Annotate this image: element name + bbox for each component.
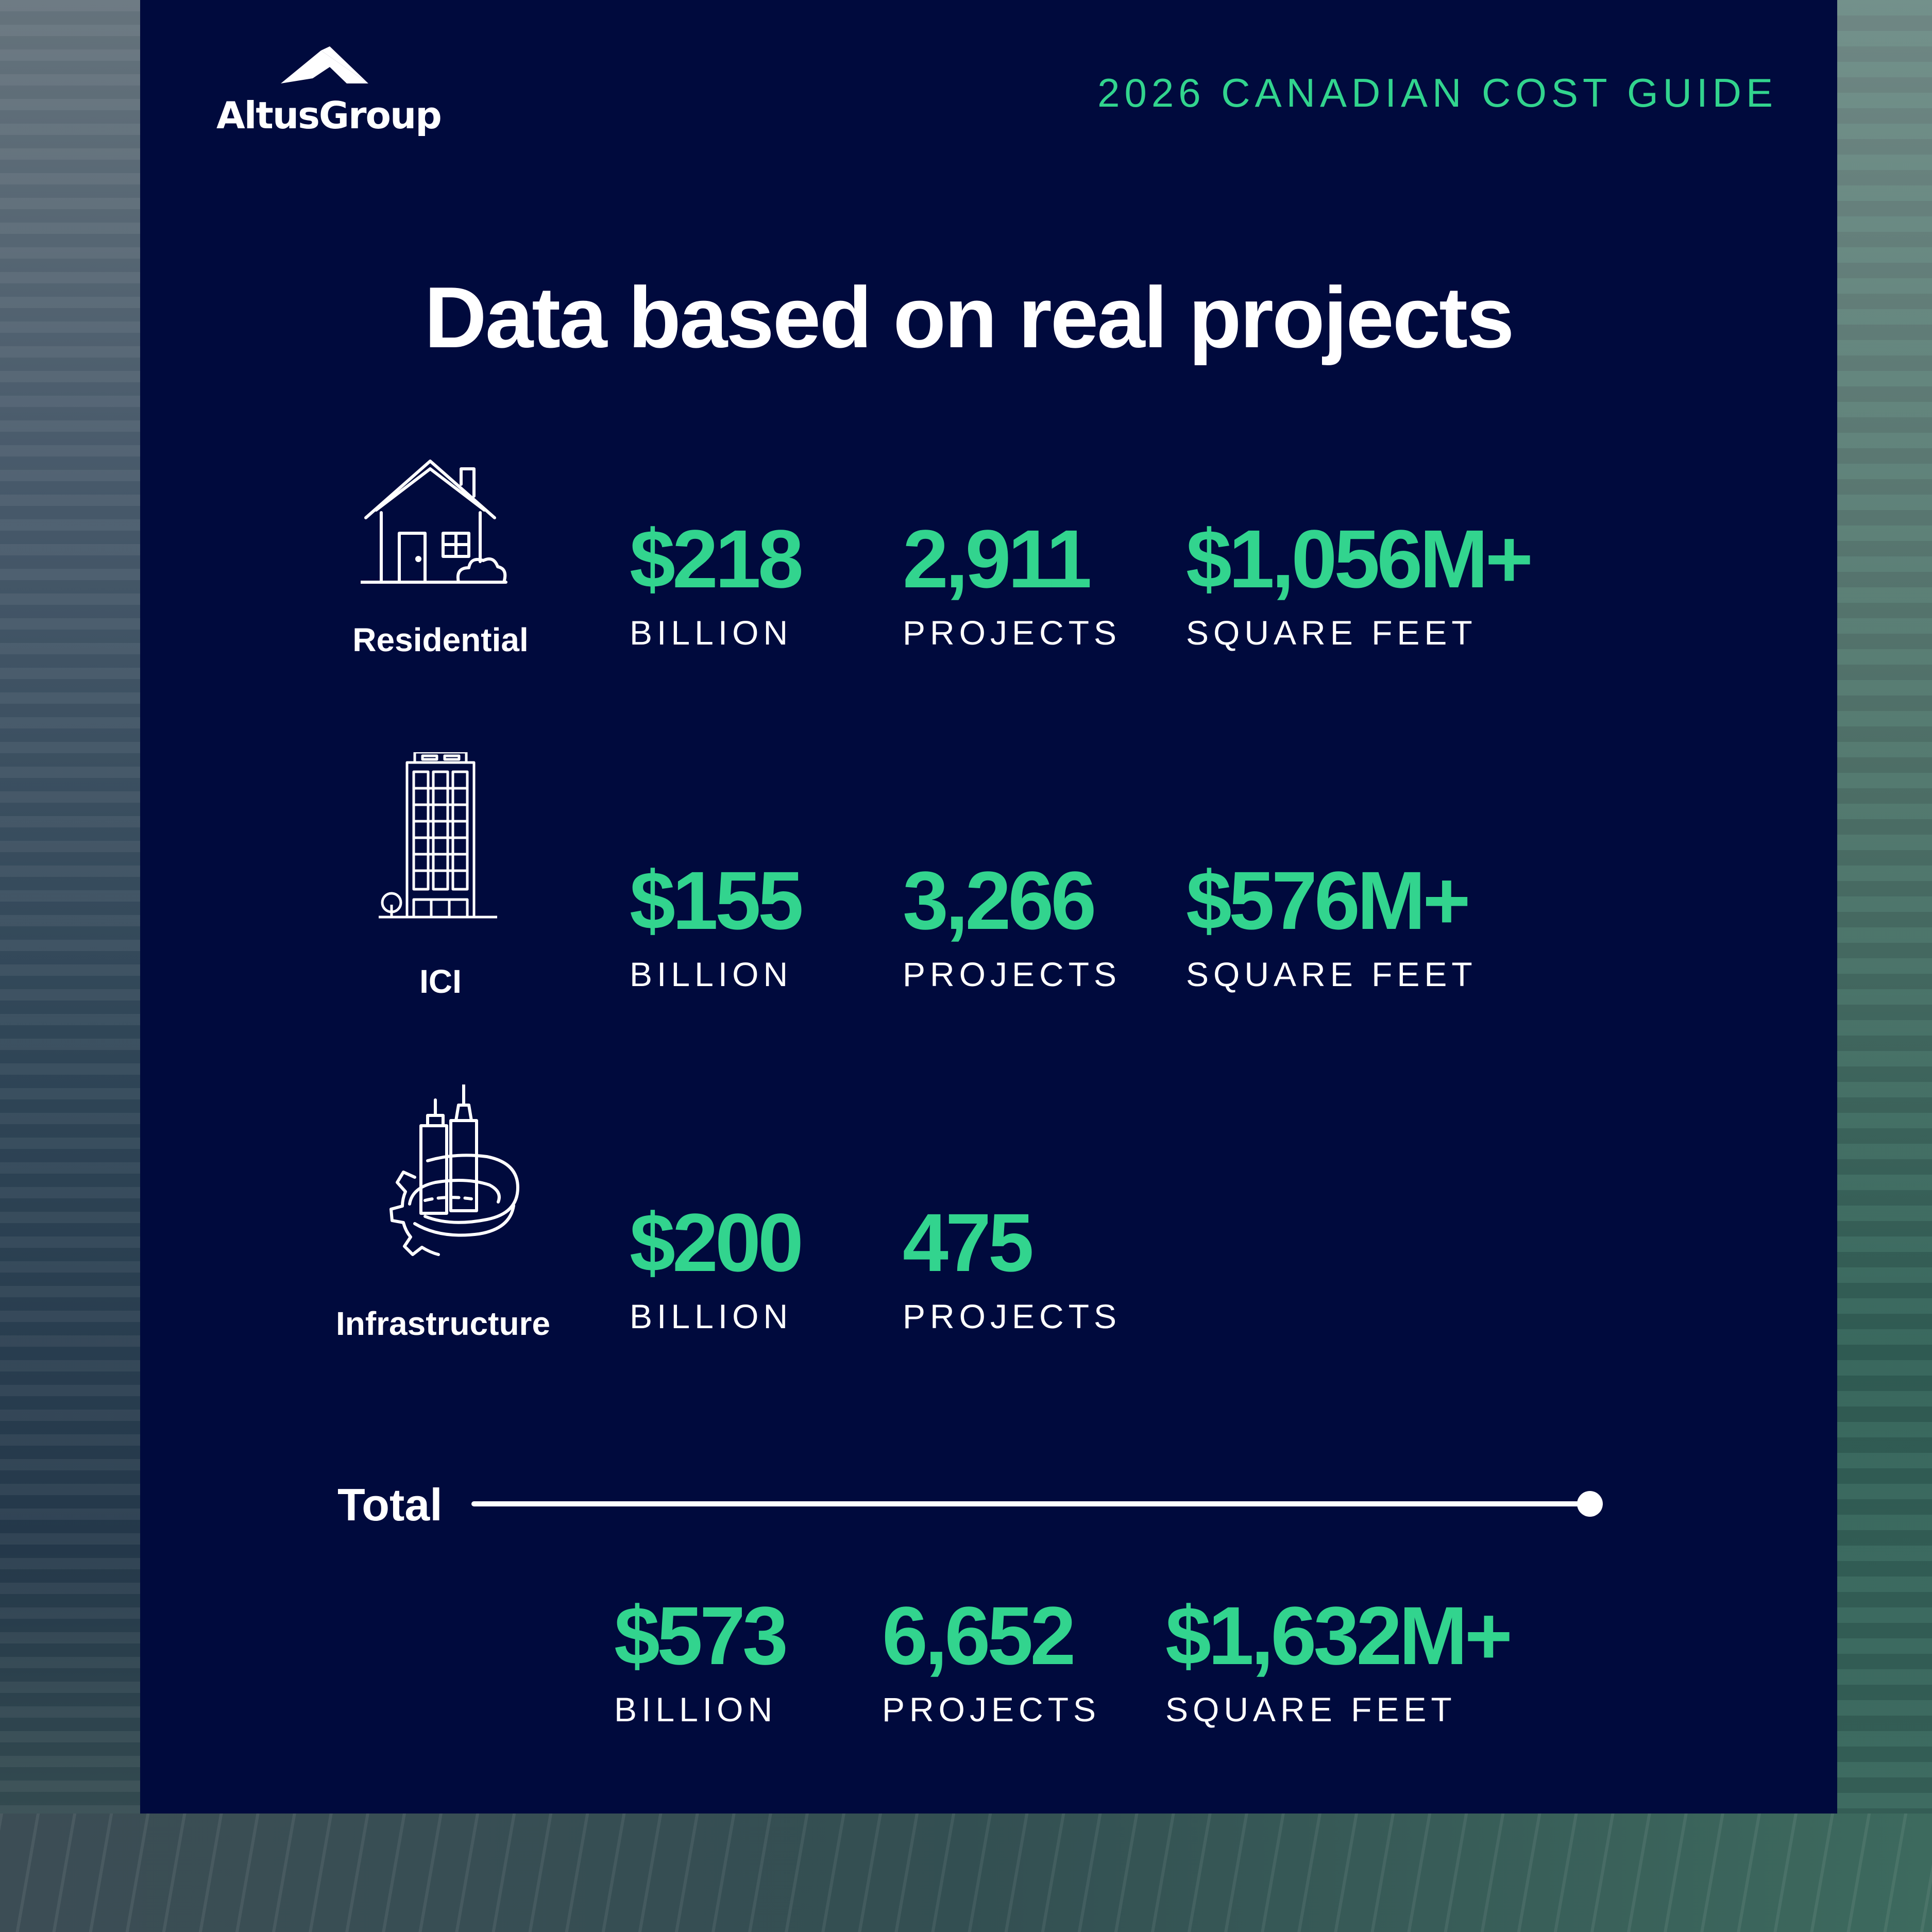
category-label-infrastructure: Infrastructure bbox=[335, 1305, 551, 1342]
stat-value: $576M+ bbox=[1186, 854, 1471, 946]
stat-value: 2,911 bbox=[903, 513, 1092, 605]
stat-total-projects: 6,652 PROJECTS bbox=[882, 1589, 1101, 1728]
altus-mountain-icon bbox=[281, 46, 368, 83]
stat-ici-square-feet: $576M+ SQUARE FEET bbox=[1186, 854, 1477, 993]
city-background-right bbox=[1829, 0, 1932, 1932]
stat-residential-projects: 2,911 PROJECTS bbox=[903, 518, 1121, 650]
stat-infrastructure-projects: 475 PROJECTS bbox=[903, 1196, 1122, 1335]
house-icon bbox=[361, 460, 507, 584]
stat-value: $1,632M+ bbox=[1165, 1589, 1513, 1682]
stat-ici-projects: 3,266 PROJECTS bbox=[903, 854, 1122, 993]
stat-residential-square-feet: $1,056M+ SQUARE FEET bbox=[1186, 513, 1533, 652]
city-background-left bbox=[0, 0, 140, 1932]
stat-unit: PROJECTS bbox=[882, 1690, 1101, 1728]
stat-value: 6,652 bbox=[882, 1589, 1076, 1682]
stat-residential-billion: $218 BILLION bbox=[630, 513, 804, 652]
stat-total-billion: $573 BILLION bbox=[614, 1589, 788, 1728]
stat-unit: BILLION bbox=[614, 1690, 777, 1728]
guide-title: 2026 CANADIAN COST GUIDE bbox=[1097, 70, 1777, 115]
stat-total-square-feet: $1,632M+ SQUARE FEET bbox=[1165, 1589, 1513, 1728]
city-background-bottom bbox=[0, 1814, 1932, 1932]
content-panel bbox=[140, 0, 1837, 1814]
stat-value: 3,266 bbox=[903, 854, 1096, 946]
stat-ici-billion: $155 BILLION bbox=[630, 854, 804, 993]
stat-value: 475 bbox=[903, 1196, 1034, 1289]
stat-value: $155 bbox=[630, 854, 804, 946]
stat-value: $200 bbox=[630, 1196, 804, 1289]
stat-value: $218 bbox=[630, 513, 804, 605]
stat-unit: SQUARE FEET bbox=[1186, 614, 1477, 652]
stat-unit: BILLION bbox=[630, 614, 793, 652]
stat-unit: PROJECTS bbox=[903, 1297, 1122, 1335]
brand-logo: AltusGroup bbox=[216, 46, 443, 144]
total-divider bbox=[471, 1501, 1590, 1506]
stat-infrastructure-billion: $200 BILLION bbox=[630, 1196, 804, 1335]
total-label: Total bbox=[337, 1479, 443, 1530]
stat-unit: BILLION bbox=[630, 955, 793, 993]
stat-unit: PROJECTS bbox=[903, 614, 1122, 652]
infrastructure-gear-icon bbox=[389, 1084, 519, 1256]
office-building-icon bbox=[379, 752, 497, 919]
stat-value: $1,056M+ bbox=[1186, 513, 1533, 605]
category-label-ici: ICI bbox=[419, 963, 462, 1000]
stat-unit: BILLION bbox=[630, 1297, 793, 1335]
category-label-residential: Residential bbox=[352, 621, 529, 658]
brand-name: AltusGroup bbox=[216, 94, 442, 137]
stat-unit: SQUARE FEET bbox=[1165, 1690, 1456, 1728]
page-title: Data based on real projects bbox=[424, 269, 1514, 366]
total-divider-dot bbox=[1577, 1491, 1603, 1517]
stat-unit: SQUARE FEET bbox=[1186, 955, 1477, 993]
stat-unit: PROJECTS bbox=[903, 955, 1122, 993]
stat-value: $573 bbox=[614, 1589, 788, 1682]
